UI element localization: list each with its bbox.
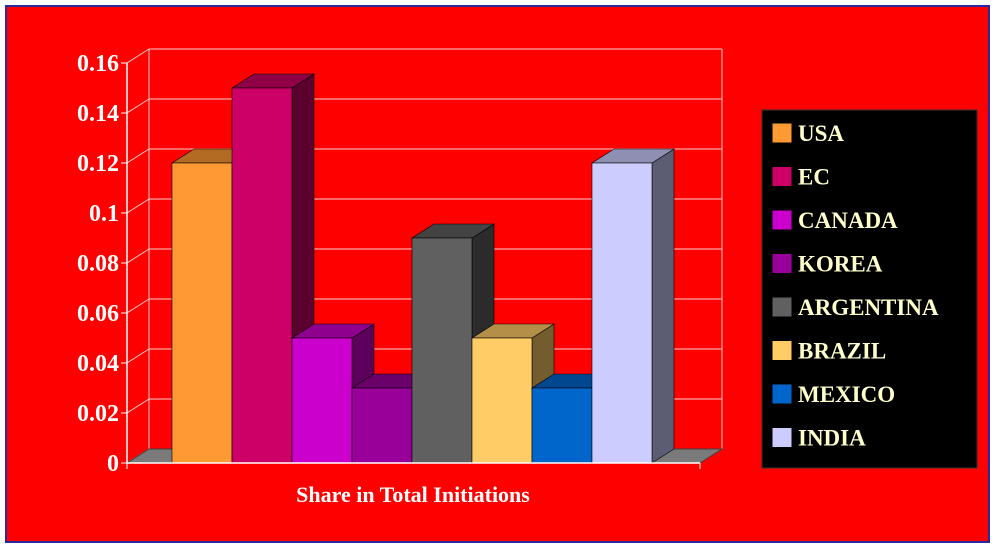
x-axis-label: Share in Total Initiations <box>296 482 530 507</box>
legend-label: ARGENTINA <box>798 295 939 320</box>
bar-front <box>411 237 473 464</box>
bar-front <box>171 162 233 464</box>
side-gridline <box>126 98 150 114</box>
y-tick-label: 0.06 <box>77 301 119 327</box>
legend-label: CANADA <box>798 208 898 233</box>
y-tick-label: 0.12 <box>77 151 119 177</box>
y-tick-label: 0.04 <box>77 351 119 377</box>
legend-label: MEXICO <box>798 382 895 407</box>
legend-label: INDIA <box>798 426 866 451</box>
legend-swatch <box>771 383 793 405</box>
chart-frame: 0 0.02 0.04 0.06 0.08 0.1 0.12 0.14 0.16 Share i… <box>5 5 990 543</box>
side-gridline <box>126 248 150 264</box>
y-tick-label: 0 <box>107 451 119 477</box>
bar-chart: 0 0.02 0.04 0.06 0.08 0.1 0.12 0.14 0.16 Share i… <box>77 48 978 507</box>
side-gridline <box>126 198 150 214</box>
bar-front <box>231 87 293 464</box>
legend-swatch <box>771 427 793 448</box>
legend-swatch <box>771 209 793 231</box>
y-tick-label: 0.08 <box>77 251 119 277</box>
bar-front <box>351 387 413 464</box>
bar-front <box>531 387 593 464</box>
legend-swatch <box>771 340 793 361</box>
legend-item-korea: KOREA <box>771 252 883 277</box>
legend: USA EC CANADA KOREA ARGENTINA BRAZIL MEXICO IND… <box>761 109 978 469</box>
bar-front <box>291 337 353 464</box>
legend-box <box>761 109 978 469</box>
legend-item-india: INDIA <box>771 426 866 451</box>
legend-label: USA <box>798 121 844 146</box>
legend-label: EC <box>798 165 830 190</box>
side-gridline <box>126 48 150 64</box>
legend-item-usa: USA <box>771 121 844 146</box>
side-gridline <box>126 298 150 314</box>
legend-label: KOREA <box>798 252 883 277</box>
y-tick-label: 0.16 <box>77 51 119 77</box>
legend-item-brazil: BRAZIL <box>771 339 886 364</box>
legend-item-canada: CANADA <box>771 208 898 233</box>
bar-front <box>471 337 533 464</box>
bar-front <box>591 162 653 464</box>
bar-argentina <box>410 223 496 464</box>
y-tick-label: 0.14 <box>77 101 119 127</box>
legend-label: BRAZIL <box>798 339 886 364</box>
bar-side <box>651 148 675 464</box>
y-tick-label: 0.02 <box>77 401 119 427</box>
legend-swatch <box>771 296 793 318</box>
side-gridline <box>126 398 150 414</box>
y-axis: 0 0.02 0.04 0.06 0.08 0.1 0.12 0.14 0.16 <box>77 51 701 477</box>
legend-item-argentina: ARGENTINA <box>771 295 939 320</box>
bar-india <box>590 148 676 464</box>
bars <box>170 73 676 464</box>
legend-item-mexico: MEXICO <box>771 382 895 407</box>
legend-swatch <box>771 122 793 144</box>
legend-item-ec: EC <box>771 165 830 190</box>
legend-swatch <box>771 166 793 187</box>
side-gridline <box>126 148 150 164</box>
y-tick-label: 0.1 <box>89 201 119 227</box>
side-gridline <box>126 348 150 364</box>
legend-swatch <box>771 253 793 274</box>
